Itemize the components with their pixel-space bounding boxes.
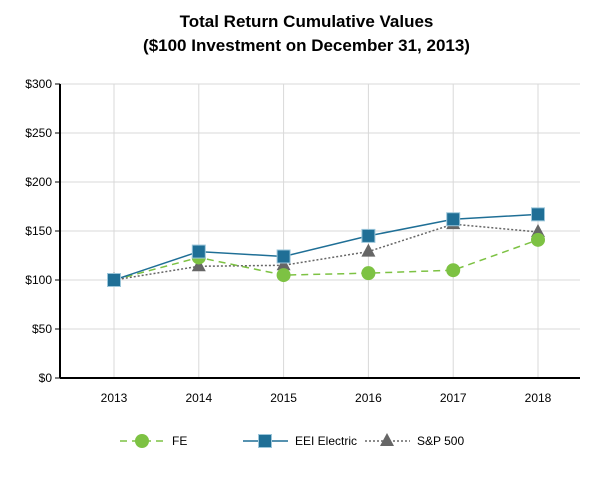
chart-title: Total Return Cumulative Values bbox=[179, 12, 434, 31]
legend-marker bbox=[258, 434, 272, 448]
y-tick-label: $150 bbox=[25, 224, 52, 238]
series-line-s-p-500 bbox=[113, 223, 539, 281]
data-point bbox=[446, 212, 461, 227]
x-tick-label: 2015 bbox=[270, 391, 297, 405]
y-tick-label: $50 bbox=[32, 322, 52, 336]
y-tick-label: $0 bbox=[39, 371, 53, 385]
y-tick-label: $300 bbox=[25, 77, 52, 91]
data-point bbox=[531, 232, 545, 247]
data-point bbox=[107, 273, 121, 287]
x-tick-label: 2018 bbox=[525, 391, 552, 405]
x-tick-label: 2014 bbox=[185, 391, 212, 405]
y-tick-label: $200 bbox=[25, 175, 52, 189]
x-tick-label: 2016 bbox=[355, 391, 382, 405]
legend-label: EEI Electric bbox=[295, 434, 357, 448]
legend-label: FE bbox=[172, 434, 187, 448]
chart-subtitle: ($100 Investment on December 31, 2013) bbox=[143, 36, 470, 55]
y-tick-label: $250 bbox=[25, 126, 52, 140]
data-point bbox=[276, 249, 291, 264]
legend-marker bbox=[135, 434, 149, 448]
data-point bbox=[446, 263, 461, 278]
series-line-fe bbox=[113, 239, 539, 281]
data-point bbox=[191, 244, 206, 259]
legend-label: S&P 500 bbox=[417, 434, 464, 448]
data-point bbox=[531, 207, 545, 222]
x-tick-label: 2013 bbox=[101, 391, 128, 405]
data-point bbox=[276, 257, 291, 271]
x-tick-label: 2017 bbox=[440, 391, 467, 405]
data-point bbox=[276, 268, 291, 283]
legend-marker bbox=[380, 433, 394, 446]
data-point bbox=[361, 266, 376, 281]
data-point bbox=[191, 258, 206, 272]
data-point bbox=[361, 243, 376, 257]
data-point bbox=[361, 228, 376, 243]
data-point bbox=[531, 223, 545, 237]
y-tick-label: $100 bbox=[25, 273, 52, 287]
series-line-eei-electric bbox=[113, 213, 539, 281]
